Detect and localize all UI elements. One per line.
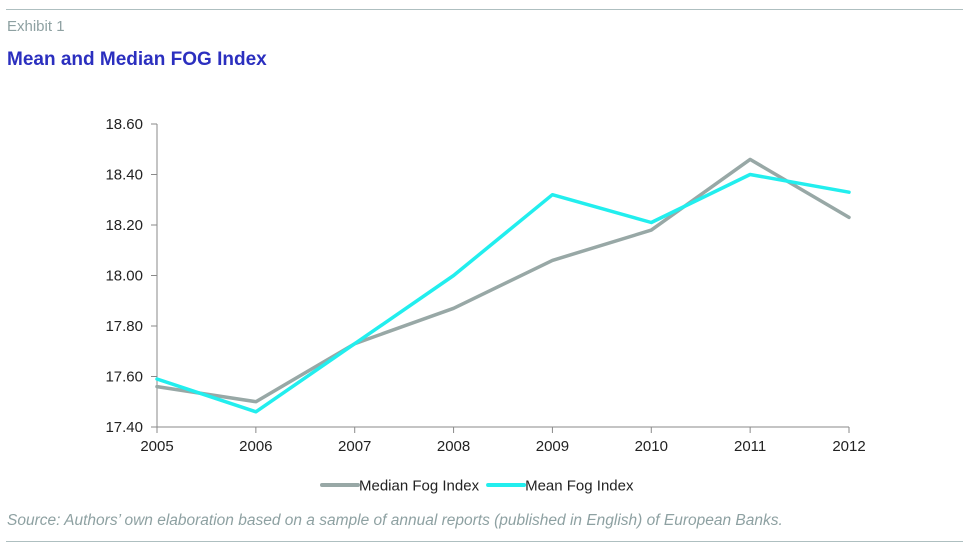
- x-axis: 2005 2006 2007 2008 2009 2010 2011 2012: [140, 426, 866, 455]
- x-tick-label: 2005: [140, 438, 173, 455]
- y-tick-label: 18.40: [105, 167, 143, 184]
- series-layer: [155, 157, 851, 414]
- y-tick-label: 18.00: [105, 268, 143, 285]
- exhibit-label: Exhibit 1: [7, 18, 65, 35]
- legend-label: Mean Fog Index: [525, 478, 634, 495]
- legend: Median Fog Index Mean Fog Index: [320, 478, 634, 495]
- x-tick-label: 2011: [734, 438, 766, 455]
- y-tick-label: 17.80: [105, 318, 143, 335]
- y-axis: 17.40 17.60 17.80 18.00 18.20 18.40 18.60: [105, 116, 158, 436]
- legend-label: Median Fog Index: [359, 478, 480, 495]
- source-note: Source: Authors’ own elaboration based o…: [7, 512, 783, 529]
- x-tick-label: 2006: [239, 438, 272, 455]
- series-line-median-fog-index: [155, 157, 851, 404]
- y-tick-label: 18.20: [105, 217, 143, 234]
- top-rule: [6, 9, 963, 10]
- x-tick-label: 2012: [832, 438, 865, 455]
- x-tick-label: 2009: [536, 438, 569, 455]
- y-tick-label: 18.60: [105, 116, 143, 133]
- series-line-mean-fog-index: [155, 172, 851, 414]
- x-tick-label: 2010: [635, 438, 668, 455]
- y-tick-label: 17.60: [105, 369, 143, 386]
- bottom-rule: [6, 541, 963, 542]
- x-tick-label: 2007: [338, 438, 371, 455]
- x-tick-label: 2008: [437, 438, 470, 455]
- y-tick-label: 17.40: [105, 419, 143, 436]
- chart-title: Mean and Median FOG Index: [7, 49, 267, 70]
